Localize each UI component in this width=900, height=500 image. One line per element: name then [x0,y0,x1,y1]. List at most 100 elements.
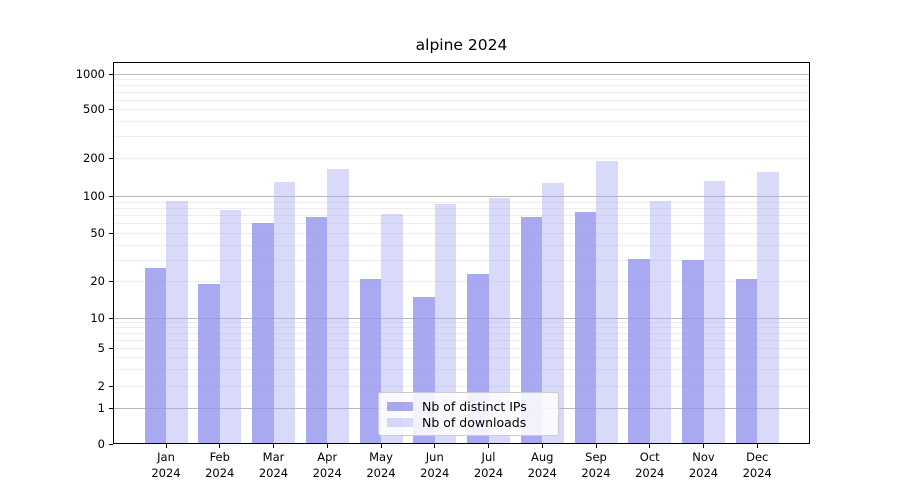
x-tick-mark [649,444,651,448]
y-tick-label: 1 [97,400,105,415]
gridline-minor [114,327,809,329]
x-tick-label: Mar 2024 [258,450,289,480]
gridline-minor [114,84,809,86]
gridline-minor [114,244,809,246]
legend-item-downloads: Nb of downloads [387,414,550,430]
y-tick-label: 500 [83,101,105,116]
gridline-minor [114,215,809,217]
gridline-minor [114,136,809,138]
x-tick-mark [326,444,328,448]
bar-distinct-ips [574,211,596,443]
x-tick-label: Sep 2024 [581,450,611,480]
y-tick-mark [109,317,113,319]
x-tick-label: Dec 2024 [742,450,772,480]
y-tick-label: 2 [97,378,105,393]
gridline-minor [114,385,809,387]
gridline-minor [114,91,809,93]
y-tick-label: 100 [83,189,105,204]
gridline-minor [114,99,809,101]
bar-downloads [649,200,672,443]
y-tick-mark [109,108,113,110]
x-tick-mark [756,444,758,448]
gridline-minor [114,356,809,358]
gridline-minor [114,322,809,324]
x-tick-mark [488,444,489,448]
bar-distinct-ips [682,260,704,443]
bar-downloads [542,183,564,443]
bar-distinct-ips [305,217,328,443]
bar-distinct-ips [198,284,220,443]
legend-swatch-downloads [387,417,413,427]
x-tick-mark [541,444,543,448]
x-tick-label: Jun 2024 [420,450,450,480]
gridline-minor [114,339,809,341]
legend-label-distinct-ips: Nb of distinct IPs [422,398,527,414]
x-tick-label: May 2024 [366,450,396,480]
x-tick-label: Aug 2024 [527,450,557,480]
gridline-minor [114,207,809,209]
x-tick-mark [273,444,274,448]
x-tick-mark [219,444,221,448]
x-tick-mark [165,444,167,448]
y-tick-label: 0 [97,436,105,451]
x-tick-mark [380,444,382,448]
gridline-minor [114,201,809,203]
gridline-minor [114,157,809,159]
y-tick-label: 1000 [75,66,105,81]
x-tick-label: Nov 2024 [688,450,719,480]
bar-downloads [166,200,188,443]
bar-downloads [219,209,242,443]
gridline-minor [114,223,809,225]
y-tick-mark [109,232,113,234]
gridline-major [114,317,809,319]
gridline-minor [114,368,809,370]
legend: Nb of distinct IPs Nb of downloads [378,392,559,436]
bar-downloads [327,168,349,443]
gridline-major [114,73,809,75]
x-tick-mark [703,444,704,448]
bar-distinct-ips [252,222,274,443]
bar-distinct-ips [628,258,650,443]
y-tick-mark [109,157,113,159]
bar-downloads [703,181,725,443]
gridline-major [114,196,809,198]
bar-downloads [381,214,403,443]
chart-title: alpine 2024 [415,36,508,54]
bar-downloads [434,204,457,443]
y-tick-mark [109,407,113,409]
x-tick-label: Feb 2024 [205,450,235,480]
y-tick-mark [109,443,113,445]
bar-downloads [757,171,779,443]
bar-distinct-ips [735,279,758,443]
gridline-minor [114,108,809,110]
x-tick-label: Oct 2024 [635,450,665,480]
bar-downloads [596,160,618,443]
gridline-minor [114,281,809,283]
y-tick-label: 20 [90,274,105,289]
legend-swatch-distinct-ips [387,401,413,411]
bar-downloads [488,197,510,443]
bar-distinct-ips [520,217,543,443]
y-tick-mark [109,196,113,198]
y-tick-label: 50 [90,225,105,240]
y-tick-mark [109,347,113,349]
x-tick-label: Jul 2024 [473,450,504,480]
y-tick-label: 5 [97,340,105,355]
gridline-minor [114,78,809,80]
y-tick-mark [109,385,113,387]
y-tick-label: 200 [83,150,105,165]
y-tick-mark [109,281,113,283]
bar-downloads [273,182,295,443]
x-tick-label: Apr 2024 [312,450,342,480]
y-tick-mark [109,73,113,75]
gridline-minor [114,259,809,261]
y-tick-label: 10 [90,310,105,325]
x-tick-mark [595,444,597,448]
legend-label-downloads: Nb of downloads [422,414,527,430]
gridline-minor [114,333,809,335]
gridline-minor [114,120,809,122]
bar-distinct-ips [144,267,166,443]
